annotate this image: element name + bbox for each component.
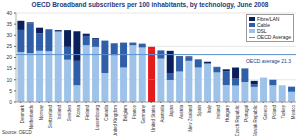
svg-text:0: 0 xyxy=(9,99,12,105)
svg-text:Netherlands: Netherlands xyxy=(29,104,34,129)
svg-text:40: 40 xyxy=(8,10,12,16)
svg-text:Czech Republic: Czech Republic xyxy=(235,104,240,136)
html-text:Source: OECD: Source: OECD xyxy=(2,130,32,135)
svg-text:Greece: Greece xyxy=(263,105,268,120)
svg-text:Sweden: Sweden xyxy=(67,105,72,122)
svg-text:35: 35 xyxy=(8,21,12,27)
html-text:OECD Average: OECD Average xyxy=(256,34,291,40)
svg-text:Italy: Italy xyxy=(207,104,212,113)
svg-text:Switzerland: Switzerland xyxy=(48,105,53,129)
svg-text:Portugal: Portugal xyxy=(244,105,249,122)
svg-text:10: 10 xyxy=(8,77,12,83)
html-text:Cable: Cable xyxy=(256,22,270,28)
svg-text:5: 5 xyxy=(9,88,12,94)
svg-text:Finland: Finland xyxy=(85,105,90,120)
svg-text:Ireland: Ireland xyxy=(216,105,221,119)
svg-text:Belgium: Belgium xyxy=(123,105,128,122)
svg-text:Canada: Canada xyxy=(104,105,109,121)
svg-text:Poland: Poland xyxy=(272,105,277,120)
svg-text:25: 25 xyxy=(8,43,12,49)
svg-text:Germany: Germany xyxy=(141,104,146,123)
svg-text:United Kingdom: United Kingdom xyxy=(113,105,118,136)
svg-text:Norway: Norway xyxy=(39,104,44,120)
html-text:OECD Broadband subscribers per: OECD Broadband subscribers per 100 inhab… xyxy=(31,1,269,8)
svg-text:Denmark: Denmark xyxy=(20,104,25,123)
svg-text:Mexico: Mexico xyxy=(291,105,292,120)
svg-text:Spain: Spain xyxy=(197,105,202,117)
html-text:Fibre/LAN: Fibre/LAN xyxy=(256,16,280,22)
svg-text:Luxembourg: Luxembourg xyxy=(95,105,100,131)
svg-text:Turkey: Turkey xyxy=(281,104,286,118)
svg-text:OECD average 21.3: OECD average 21.3 xyxy=(246,58,291,64)
html-text:DSL: DSL xyxy=(256,28,267,34)
svg-text:Austria: Austria xyxy=(179,105,184,120)
svg-text:Korea: Korea xyxy=(76,105,81,118)
svg-text:Hungary: Hungary xyxy=(225,104,230,122)
svg-text:Slovak Republic: Slovak Republic xyxy=(253,104,258,136)
svg-text:New Zealand: New Zealand xyxy=(188,105,193,132)
svg-text:France: France xyxy=(132,105,137,120)
svg-text:20: 20 xyxy=(8,54,12,60)
svg-text:Australia: Australia xyxy=(160,105,165,123)
svg-text:15: 15 xyxy=(8,65,12,71)
svg-text:Japan: Japan xyxy=(169,105,174,118)
svg-text:30: 30 xyxy=(8,32,12,38)
svg-text:United States: United States xyxy=(151,104,156,132)
svg-text:Iceland: Iceland xyxy=(57,105,62,120)
